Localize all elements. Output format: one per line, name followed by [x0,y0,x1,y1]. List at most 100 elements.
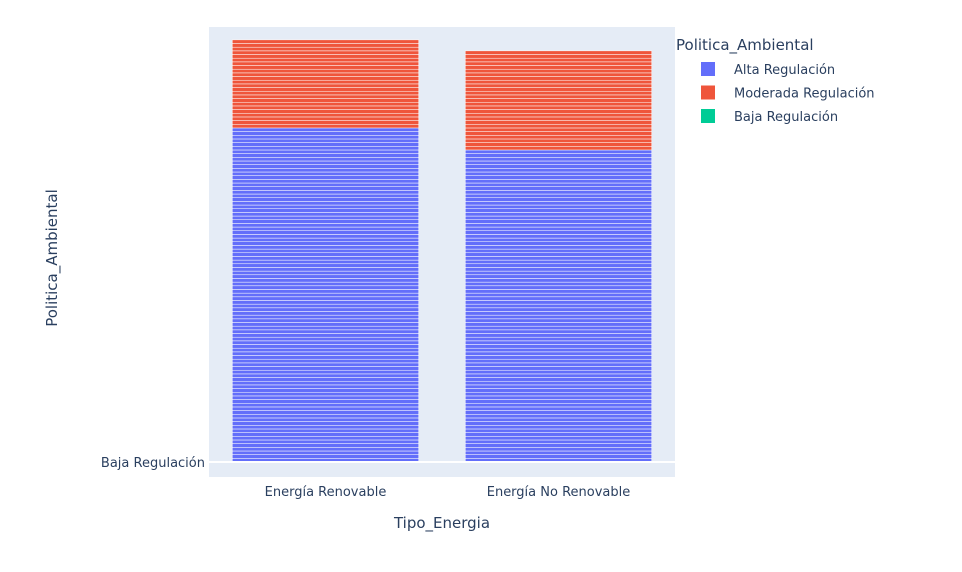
bar-segment-2-series-1 [465,278,652,283]
bar-segment-2-series-1 [465,344,652,349]
bar-segment-1-series-2 [232,116,419,121]
bar-segment-2-series-1 [465,340,652,345]
bar-segment-1-series-1 [232,340,419,345]
bar-segment-2-series-2 [465,94,652,99]
bar-segment-2-series-1 [465,322,652,327]
bar-segment-2-series-1 [465,153,652,158]
bar-segment-2-series-1 [465,388,652,393]
bar-segment-1-series-1 [232,285,419,290]
bar-segment-2-series-1 [465,447,652,452]
bar-segment-2-series-1 [465,223,652,228]
bar-segment-2-series-1 [465,369,652,375]
bar-segment-2-series-1 [465,215,652,220]
legend-item[interactable]: Baja Regulación [701,109,838,125]
bar-segment-2-series-2 [465,138,652,143]
bar-segment-1-series-1 [232,153,419,158]
bar-segment-1-series-1 [232,278,419,283]
legend-item[interactable]: Moderada Regulación [701,85,875,102]
bar-segment-1-series-1 [232,230,419,235]
bar-segment-2-series-2 [465,76,652,81]
legend-item[interactable]: Alta Regulación [701,62,835,78]
bar-segment-1-series-1 [232,259,419,265]
bar-segment-1-series-1 [232,256,419,261]
legend-swatch [701,85,715,100]
bar-segment-2-series-2 [465,79,652,85]
bar-segment-2-series-1 [465,160,652,165]
bar-segment-2-series-1 [465,267,652,272]
bar-segment-2-series-1 [465,439,652,444]
bar-segment-1-series-1 [232,417,419,422]
bar-segment-1-series-1 [232,362,419,367]
bar-segment-2-series-2 [465,109,652,114]
bar-segment-1-series-1 [232,333,419,338]
bar-segment-2-series-1 [465,392,652,397]
bar-segment-1-series-1 [232,289,419,294]
bar-segment-2-series-1 [465,362,652,367]
bar-segment-1-series-1 [232,292,419,298]
bar-segment-1-series-1 [232,380,419,386]
bar-segment-1-series-1 [232,223,419,228]
bar-segment-1-series-1 [232,322,419,327]
bar-segment-1-series-1 [232,226,419,231]
bar-segment-2-series-1 [465,234,652,239]
bar-segment-1-series-1 [232,245,419,250]
bar-segment-2-series-1 [465,226,652,231]
legend-title: Politica_Ambiental [676,36,814,55]
bar-segment-1-series-1 [232,369,419,375]
bar-segment-1-series-1 [232,248,419,254]
bar-segment-1-series-2 [232,61,419,66]
bar-segment-2-series-1 [465,296,652,301]
bar-segment-1-series-2 [232,83,419,88]
bar-segment-2-series-1 [465,358,652,364]
bar-segment-2-series-1 [465,204,652,209]
bar-segment-2-series-2 [465,113,652,118]
bar-segment-2-series-1 [465,403,652,408]
bar-segment-1-series-1 [232,237,419,243]
bar-segment-1-series-2 [232,43,419,48]
bar-segment-1-series-1 [232,384,419,389]
bar-segment-2-series-1 [465,428,652,433]
bar-segment-1-series-1 [232,149,419,154]
bar-segment-1-series-2 [232,39,419,44]
bar-segment-2-series-1 [465,351,652,356]
legend-label: Alta Regulación [734,63,835,78]
bar-segment-2-series-1 [465,201,652,206]
bar-segment-2-series-1 [465,406,652,411]
bar-segment-1-series-1 [232,234,419,239]
bar-segment-1-series-1 [232,208,419,213]
bar-segment-1-series-1 [232,300,419,305]
legend-label: Moderada Regulación [734,87,875,102]
bar-segment-1-series-1 [232,377,419,382]
bar-segment-1-series-2 [232,50,419,55]
bar-segment-2-series-1 [465,336,652,342]
bar-segment-2-series-1 [465,179,652,184]
bar-segment-1-series-1 [232,366,419,371]
bar-segment-1-series-1 [232,263,419,268]
bar-segment-1-series-2 [232,68,419,74]
bar-segment-1-series-1 [232,358,419,364]
bar-segment-1-series-1 [232,175,419,180]
bar-segment-2-series-1 [465,171,652,176]
bar-segment-2-series-1 [465,248,652,254]
bar-segment-1-series-2 [232,87,419,92]
bar-segment-2-series-1 [465,292,652,298]
bar-segment-2-series-2 [465,57,652,63]
bar-segment-2-series-1 [465,414,652,419]
bar-segment-1-series-1 [232,135,419,140]
bar-segment-2-series-1 [465,182,652,187]
bar-segment-2-series-1 [465,314,652,320]
bar-segment-2-series-2 [465,131,652,136]
bar-segment-1-series-1 [232,142,419,147]
x-tick-label: Energía No Renovable [487,485,631,500]
bar-segment-1-series-1 [232,190,419,195]
bar-segment-2-series-2 [465,116,652,121]
bar-segment-2-series-1 [465,212,652,217]
bar-segment-1-series-2 [232,102,419,107]
bar-segment-1-series-1 [232,347,419,353]
bar-segment-1-series-1 [232,406,419,411]
bar-segment-2-series-1 [465,186,652,191]
bar-segment-2-series-1 [465,237,652,243]
bar-segment-1-series-1 [232,355,419,360]
bar-segment-2-series-1 [465,355,652,360]
bar-segment-2-series-1 [465,450,652,455]
